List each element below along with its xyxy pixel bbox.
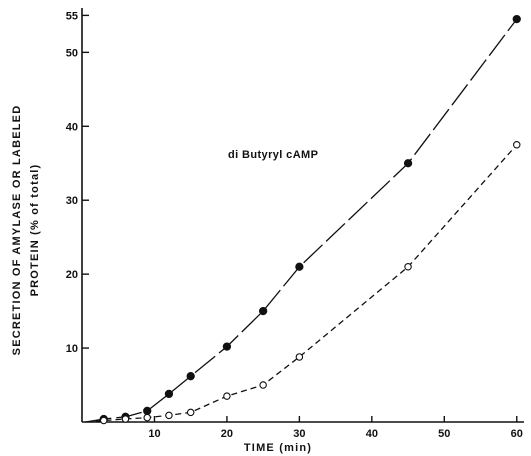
series-2-point-30	[295, 353, 304, 361]
x-tick-label-30: 30	[293, 428, 305, 440]
series-1-point-60	[512, 14, 521, 24]
y-tick-label-55: 55	[66, 10, 78, 22]
series-1-point-9	[143, 406, 152, 416]
series-1-point-12	[164, 389, 174, 399]
y-axis-label-line1: SECRETION OF AMYLASE OR LABELED	[11, 105, 23, 356]
x-tick-label-40: 40	[366, 428, 378, 440]
series-layer	[85, 14, 521, 425]
series-1-point-20	[222, 342, 232, 351]
y-tick-label-20: 20	[66, 269, 78, 281]
y-tick-label-10: 10	[66, 343, 78, 355]
x-tick-label-20: 20	[221, 428, 233, 440]
series-1-line	[85, 18, 518, 423]
x-tick-label-10: 10	[148, 428, 160, 440]
series-2-point-12	[165, 411, 173, 420]
y-tick-label-50: 50	[66, 47, 78, 59]
y-axis-label-line2: PROTEIN (% of total)	[29, 164, 41, 297]
series-1-point-15	[186, 372, 195, 381]
series-2-point-15	[186, 408, 195, 417]
series-2-point-6	[121, 415, 130, 423]
series-2-point-9	[143, 413, 151, 422]
y-axis-ticks: 10 20 30 40 50 55	[66, 10, 89, 355]
x-tick-label-60: 60	[511, 428, 523, 440]
series-1-point-45	[403, 159, 413, 168]
x-axis-ticks: 10 20 30 40 50 60	[148, 416, 523, 440]
series-2-point-3	[99, 416, 108, 425]
x-tick-label-50: 50	[438, 428, 450, 440]
series-2-point-45	[404, 262, 412, 271]
chart-annotation: di Butyryl cAMP	[228, 149, 318, 161]
series-2-line	[85, 144, 518, 423]
plot-area: 10 20 30 40 50 55 10 20 30 40 50 60	[66, 8, 524, 440]
series-2-point-60	[513, 141, 521, 149]
series-1-point-30	[295, 262, 304, 271]
series-1-point-25	[258, 306, 268, 316]
series-1	[85, 14, 521, 424]
y-tick-label-30: 30	[66, 195, 78, 207]
series-2	[85, 141, 521, 425]
series-2-point-25	[259, 381, 267, 389]
y-tick-label-40: 40	[66, 121, 78, 133]
x-axis-label: TIME (min)	[244, 442, 312, 454]
series-2-point-20	[223, 392, 231, 400]
